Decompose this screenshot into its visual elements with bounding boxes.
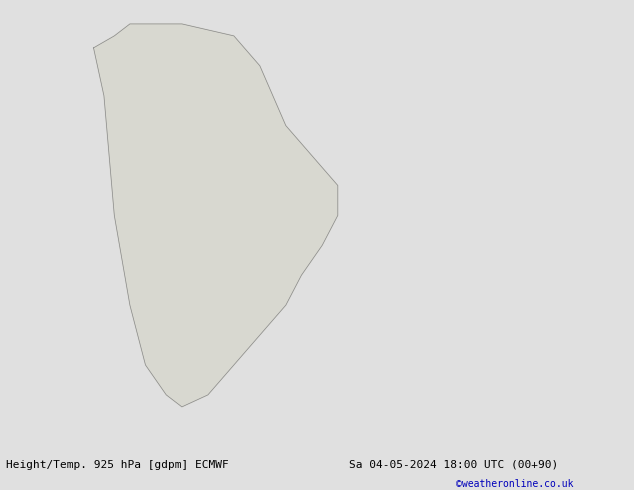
Text: ©weatheronline.co.uk: ©weatheronline.co.uk bbox=[456, 479, 574, 489]
Polygon shape bbox=[94, 24, 338, 407]
Text: Height/Temp. 925 hPa [gdpm] ECMWF: Height/Temp. 925 hPa [gdpm] ECMWF bbox=[6, 460, 229, 469]
Text: Sa 04-05-2024 18:00 UTC (00+90): Sa 04-05-2024 18:00 UTC (00+90) bbox=[349, 460, 558, 469]
